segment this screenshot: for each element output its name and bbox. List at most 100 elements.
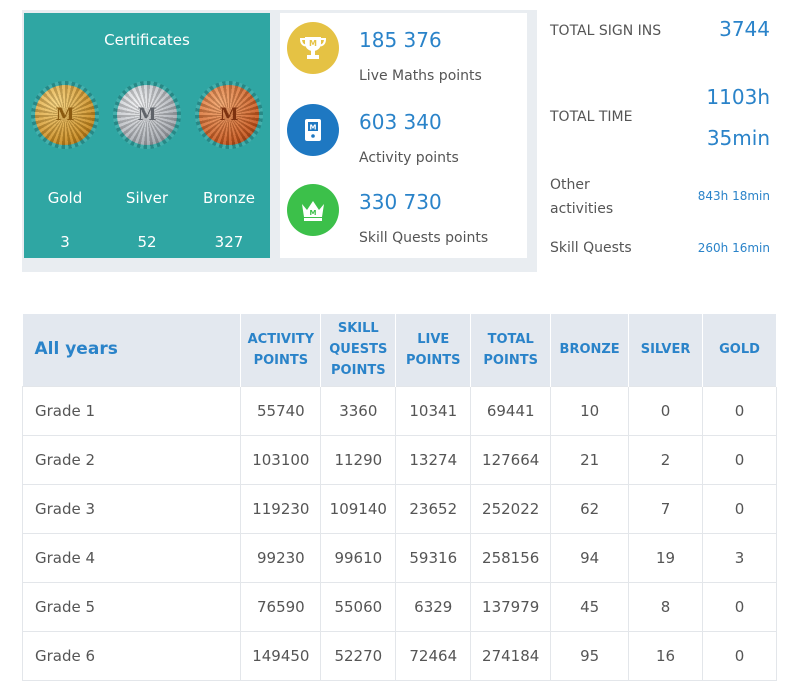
header-activity-points: ACTIVITY POINTS xyxy=(240,314,322,386)
svg-text:M: M xyxy=(310,209,317,217)
total-time-minutes: 35min xyxy=(706,126,770,150)
svg-text:M: M xyxy=(309,39,317,48)
table-row: Grade 5 76590 55060 6329 137979 45 8 0 xyxy=(21,581,777,632)
table-row: Grade 4 99230 99610 59316 258156 94 19 3 xyxy=(21,532,777,583)
activity-points-cell: 149450 xyxy=(240,630,322,681)
live-maths-points: M 185 376 Live Maths points xyxy=(280,13,527,84)
total-points-cell: 137979 xyxy=(470,581,552,632)
header-skill-quests-points: SKILL QUESTS POINTS xyxy=(320,314,397,386)
table-row: Grade 3 119230 109140 23652 252022 62 7 … xyxy=(21,483,777,534)
activity-points-cell: 119230 xyxy=(240,483,322,534)
crown-icon: M xyxy=(287,184,339,236)
grade-cell: Grade 4 xyxy=(21,532,242,583)
skill-quests-points-label: Skill Quests points xyxy=(359,230,489,246)
skill-quests-points: M 330 730 Skill Quests points xyxy=(280,175,527,246)
gold-cell: 0 xyxy=(702,630,777,681)
total-sign-ins-value: 3744 xyxy=(719,17,770,41)
activity-points-cell: 55740 xyxy=(240,385,322,436)
other-activities-label-2: activities xyxy=(550,201,614,217)
skill-quests-points-cell: 3360 xyxy=(320,385,397,436)
live-points-cell: 23652 xyxy=(395,483,472,534)
skill-quests-points-cell: 99610 xyxy=(320,532,397,583)
gold-cell: 0 xyxy=(702,483,777,534)
bronze-cell: 62 xyxy=(550,483,630,534)
bronze-medal-column: M Bronze 327 xyxy=(188,81,270,251)
header-gold: GOLD xyxy=(702,314,777,386)
gold-cell: 0 xyxy=(702,385,777,436)
silver-cell: 16 xyxy=(628,630,704,681)
grade-cell: Grade 5 xyxy=(21,581,242,632)
silver-count: 52 xyxy=(137,233,157,251)
other-activities-label-1: Other xyxy=(550,177,590,193)
total-points-cell: 127664 xyxy=(470,434,552,485)
other-activities-value: 843h 18min xyxy=(697,189,770,203)
total-points-cell: 69441 xyxy=(470,385,552,436)
activity-points-value: 603 340 xyxy=(359,110,442,134)
grade-cell: Grade 3 xyxy=(21,483,242,534)
silver-cell: 8 xyxy=(628,581,704,632)
gold-medal-column: M Gold 3 xyxy=(24,81,106,251)
table-row: Grade 6 149450 52270 72464 274184 95 16 … xyxy=(21,630,777,681)
bronze-medal-icon: M xyxy=(195,81,263,149)
silver-cell: 19 xyxy=(628,532,704,583)
skill-quests-points-cell: 52270 xyxy=(320,630,397,681)
live-maths-points-label: Live Maths points xyxy=(359,68,482,84)
activity-points-cell: 103100 xyxy=(240,434,322,485)
total-time-hours: 1103h xyxy=(706,85,770,109)
gold-cell: 0 xyxy=(702,434,777,485)
bronze-cell: 10 xyxy=(550,385,630,436)
total-time-label: TOTAL TIME xyxy=(550,109,633,125)
grade-cell: Grade 6 xyxy=(21,630,242,681)
silver-medal-icon: M xyxy=(113,81,181,149)
gold-label: Gold xyxy=(47,189,83,207)
bronze-cell: 45 xyxy=(550,581,630,632)
activity-points-cell: 76590 xyxy=(240,581,322,632)
grades-table: All years ACTIVITY POINTS SKILL QUESTS POIN… xyxy=(21,314,777,681)
silver-cell: 7 xyxy=(628,483,704,534)
silver-cell: 2 xyxy=(628,434,704,485)
bronze-cell: 95 xyxy=(550,630,630,681)
gold-cell: 0 xyxy=(702,581,777,632)
live-points-cell: 13274 xyxy=(395,434,472,485)
activity-points: M 603 340 Activity points xyxy=(280,95,527,166)
grade-cell: Grade 1 xyxy=(21,385,242,436)
points-panel: M 185 376 Live Maths points M 603 340 Ac… xyxy=(280,13,527,258)
gold-count: 3 xyxy=(60,233,70,251)
skill-quests-points-cell: 11290 xyxy=(320,434,397,485)
activity-icon: M xyxy=(287,104,339,156)
gold-medal-icon: M xyxy=(31,81,99,149)
live-maths-points-value: 185 376 xyxy=(359,28,442,52)
table-row: Grade 2 103100 11290 13274 127664 21 2 0 xyxy=(21,434,777,485)
skill-quests-points-cell: 109140 xyxy=(320,483,397,534)
bronze-label: Bronze xyxy=(203,189,255,207)
activity-points-cell: 99230 xyxy=(240,532,322,583)
skill-quests-points-value: 330 730 xyxy=(359,190,442,214)
silver-cell: 0 xyxy=(628,385,704,436)
grade-cell: Grade 2 xyxy=(21,434,242,485)
silver-medal-column: M Silver 52 xyxy=(106,81,188,251)
gold-cell: 3 xyxy=(702,532,777,583)
certificates-panel: Certificates M Gold 3 M Silver 52 M Bron… xyxy=(24,13,270,258)
table-header-row: All years ACTIVITY POINTS SKILL QUESTS POIN… xyxy=(22,314,777,386)
bronze-cell: 21 xyxy=(550,434,630,485)
bronze-count: 327 xyxy=(214,233,244,251)
svg-text:M: M xyxy=(310,124,317,132)
total-points-cell: 258156 xyxy=(470,532,552,583)
skill-quests-time-value: 260h 16min xyxy=(697,241,770,255)
skill-quests-time-label: Skill Quests xyxy=(550,240,632,256)
header-bronze: BRONZE xyxy=(550,314,630,386)
live-points-cell: 10341 xyxy=(395,385,472,436)
total-points-cell: 252022 xyxy=(470,483,552,534)
header-live-points: LIVE POINTS xyxy=(395,314,472,386)
live-points-cell: 72464 xyxy=(395,630,472,681)
trophy-icon: M xyxy=(287,22,339,74)
header-total-points: TOTAL POINTS xyxy=(470,314,552,386)
header-silver: SILVER xyxy=(628,314,704,386)
live-points-cell: 6329 xyxy=(395,581,472,632)
table-row: Grade 1 55740 3360 10341 69441 10 0 0 xyxy=(21,385,777,436)
live-points-cell: 59316 xyxy=(395,532,472,583)
silver-label: Silver xyxy=(125,189,169,207)
skill-quests-points-cell: 55060 xyxy=(320,581,397,632)
total-sign-ins-label: TOTAL SIGN INS xyxy=(550,23,662,39)
certificates-title: Certificates xyxy=(104,31,190,49)
